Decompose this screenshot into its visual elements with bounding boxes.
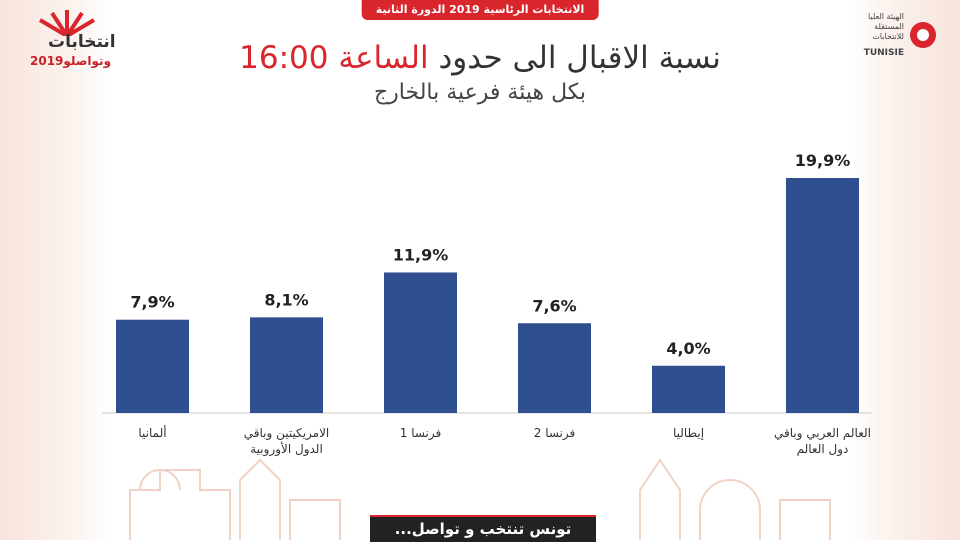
elections-2019-logo: انتخابات وتواصلو2019	[14, 10, 116, 70]
category-label: العالم العربي وباقي	[774, 426, 871, 441]
isie-logo: الهيئة العليا المستقلة للانتخابات TUNISI…	[854, 8, 940, 74]
decorative-frame-left	[0, 0, 110, 540]
bar	[518, 323, 591, 413]
category-label: دول العالم	[797, 442, 849, 457]
title-text: نسبة الاقبال الى حدود	[438, 40, 721, 76]
logo-text-elections: انتخابات	[48, 32, 116, 52]
category-label: ألمانيا	[138, 425, 166, 440]
bar	[250, 317, 323, 413]
chart-subtitle: بكل هيئة فرعية بالخارج	[373, 80, 587, 105]
bar	[786, 178, 859, 413]
category-label: الدول الأوروبية	[250, 441, 323, 457]
chart-title: نسبة الاقبال الى حدود الساعة 16:00	[0, 38, 960, 78]
isie-org-name: الهيئة العليا المستقلة للانتخابات	[867, 12, 904, 41]
slogan-bar: تونس تنتخب و تواصل...	[370, 515, 596, 542]
data-label: 4,0%	[666, 339, 710, 358]
bar	[384, 272, 457, 413]
data-label: 7,9%	[130, 293, 174, 312]
data-label: 8,1%	[264, 290, 308, 309]
tunisia-flag-icon	[910, 22, 936, 48]
city-skyline-illustration	[129, 458, 831, 540]
category-label: الامريكيتين وباقي	[244, 426, 330, 441]
bar	[116, 319, 189, 413]
bar	[652, 365, 725, 413]
category-label: فرنسا 1	[400, 426, 442, 441]
title-accent: الساعة	[338, 40, 429, 76]
top-banner: الانتخابات الرئاسية 2019 الدورة الثانية	[361, 0, 599, 20]
logo-text-year: وتواصلو2019	[30, 54, 112, 68]
title-time: 16:00	[239, 40, 329, 76]
data-label: 11,9%	[393, 245, 449, 264]
data-label: 19,9%	[795, 151, 851, 170]
sunburst-icon	[38, 10, 96, 36]
isie-abbreviation: TUNISIE	[863, 48, 904, 58]
category-label: فرنسا 2	[534, 426, 576, 441]
category-label: إيطاليا	[673, 426, 704, 440]
data-label: 7,6%	[532, 296, 576, 315]
